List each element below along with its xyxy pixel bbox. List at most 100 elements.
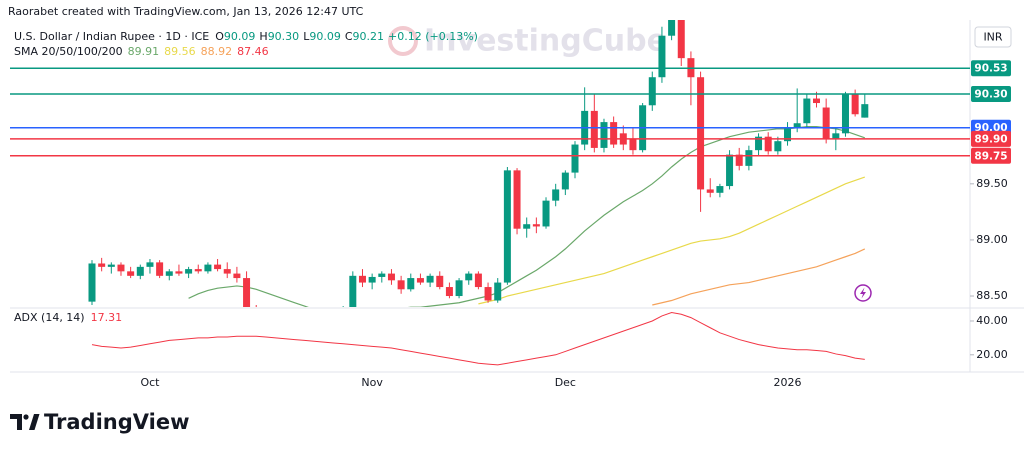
change-text: +0.12 (+0.13%) (388, 30, 478, 43)
sma-last: 87.46 (237, 45, 269, 58)
sma-label: SMA 20/50/100/200 (14, 45, 123, 58)
candle-body (416, 278, 424, 283)
watermark-text: InvestingCube (424, 24, 667, 59)
footer-logo (10, 414, 40, 430)
watermark-logo (388, 26, 418, 56)
candle-body (146, 262, 154, 267)
candle-body (272, 318, 279, 324)
candle-body (571, 144, 579, 173)
candle-body (706, 189, 714, 193)
candle-body (494, 282, 502, 301)
candle-body (436, 275, 444, 288)
candle-body (175, 271, 183, 274)
level-label-box (971, 130, 1011, 147)
candle-body (600, 122, 608, 148)
symbol-label: U.S. Dollar / Indian Rupee · 1D · ICE (14, 30, 209, 43)
candle-body (726, 154, 734, 187)
candle-body (387, 273, 395, 281)
y-tick-label: 88.50 (976, 289, 1008, 302)
ohlc-key: O (215, 30, 224, 43)
sma-line (478, 176, 865, 305)
candle-body (542, 200, 550, 227)
currency-box[interactable] (974, 26, 1012, 48)
ohlc-key: C (345, 30, 353, 43)
candle-body (668, 20, 676, 36)
candle-body (426, 275, 434, 283)
candle-body (716, 186, 724, 193)
candle-body (784, 127, 792, 142)
candle-body (793, 123, 801, 128)
ohlc-key: H (259, 30, 267, 43)
candle-body (590, 110, 598, 148)
candle-body (861, 104, 869, 118)
candle-body (253, 309, 260, 318)
level-label: 89.90 (974, 133, 1007, 145)
candle-body (233, 273, 241, 279)
adx-pane (91, 312, 865, 366)
candle-body (127, 271, 135, 276)
level-label: 90.30 (974, 89, 1007, 101)
candle-body (745, 150, 753, 166)
candle-body (755, 136, 763, 151)
adx-y-tick-label: 20.00 (976, 348, 1008, 361)
candle-body (368, 276, 376, 283)
adx-last: 17.31 (91, 311, 123, 324)
candle-body (349, 275, 357, 307)
sma-line (188, 125, 865, 307)
candle-body (397, 280, 405, 290)
candle-body (194, 269, 202, 272)
candle-body (561, 172, 569, 190)
candle-body (532, 224, 540, 227)
candle-body (330, 312, 337, 316)
ohlc-value: 90.21 (353, 30, 385, 43)
candle-body (358, 275, 366, 283)
candle-body (445, 287, 453, 297)
candle-body (320, 316, 327, 320)
ohlc-value: 90.30 (268, 30, 300, 43)
candle-body (185, 269, 193, 274)
adx-line (91, 312, 865, 366)
candle-body (841, 94, 849, 134)
candle-body (156, 262, 164, 276)
watermark: InvestingCube (388, 24, 667, 59)
candle-body (484, 287, 492, 301)
footer-brand: TradingView (44, 410, 189, 434)
candle-body (311, 321, 318, 323)
candle-body (552, 189, 560, 201)
candle-body (98, 263, 106, 267)
alert-icon[interactable] (854, 284, 872, 302)
candle-body (107, 264, 115, 267)
level-label-box (971, 147, 1011, 164)
candle-body (117, 264, 125, 272)
ohlc-value: 90.09 (224, 30, 256, 43)
candle-body (88, 263, 96, 302)
level-label: 90.53 (974, 63, 1007, 75)
candle-body (658, 35, 666, 78)
candle-body (223, 269, 231, 274)
level-label-box (971, 86, 1011, 103)
candle-body (503, 170, 511, 283)
candle-body (291, 314, 298, 318)
candle-body (851, 94, 859, 115)
y-tick-label: 89.00 (976, 233, 1008, 246)
x-tick-label: Oct (140, 376, 160, 389)
candle-body (832, 133, 840, 139)
candle-body (697, 77, 705, 190)
candle-body (735, 154, 743, 166)
candle-body (214, 264, 222, 270)
candle-body (813, 98, 820, 104)
header-text: Raorabet created with TradingView.com, J… (8, 5, 364, 18)
candle-body (774, 141, 782, 152)
symbol-legend: U.S. Dollar / Indian Rupee · 1D · ICE O90… (14, 30, 478, 43)
candle-body (764, 136, 772, 152)
candle-body (262, 318, 269, 324)
price-pane (88, 20, 869, 324)
sma-last: 89.91 (128, 45, 160, 58)
candle-body (455, 280, 463, 297)
sma-last: 89.56 (164, 45, 196, 58)
candle-body (301, 318, 308, 322)
level-label-box (971, 60, 1011, 77)
currency-label[interactable]: INR (983, 31, 1002, 44)
